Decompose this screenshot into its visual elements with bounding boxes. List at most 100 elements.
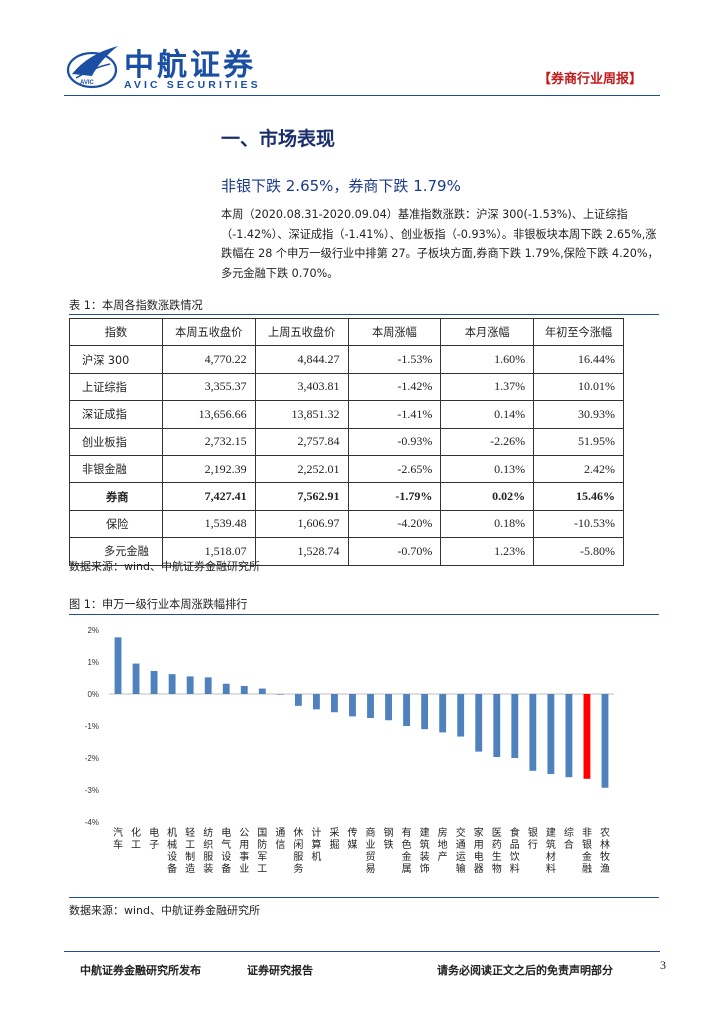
column-header: 本周五收盘价: [161, 317, 256, 347]
table-cell: 1,528.74: [254, 537, 349, 566]
page-number: 3: [660, 958, 666, 972]
category-label: 电子: [149, 826, 159, 851]
bar-11: [312, 694, 320, 710]
category-label: 家用电器: [474, 826, 484, 875]
footer-report-type: 证券研究报告: [247, 964, 313, 977]
table-cell: 13,656.66: [161, 400, 256, 429]
table-cell: -2.65%: [347, 454, 442, 484]
category-label: 化工: [131, 826, 141, 851]
table-cell: 15.46%: [533, 482, 624, 511]
table-cell: 2,192.39: [161, 454, 256, 484]
bar-5: [204, 677, 212, 694]
table-cell: 0.02%: [440, 482, 535, 511]
report-type-tag: 【券商行业周报】: [538, 72, 643, 87]
index-name-cell: 多元金融: [69, 537, 163, 566]
bar-0: [114, 637, 122, 694]
y-tick-label: 2%: [87, 626, 99, 635]
table-cell: 2,732.15: [161, 427, 256, 456]
table-cell: 4,844.27: [254, 345, 349, 374]
category-label: 国防军工: [257, 827, 267, 875]
index-name-cell: 非银金融: [69, 454, 163, 484]
category-label: 交通运输: [456, 826, 466, 875]
table-caption: 表 1：本周各指数涨跌情况: [69, 299, 203, 312]
column-header: 年初至今涨幅: [533, 317, 624, 347]
logo-chinese-name: 中航证券: [124, 48, 256, 83]
category-label: 房地产: [438, 826, 448, 863]
table-cell: 1,606.97: [254, 509, 349, 539]
logo-english-name: AVIC SECURITIES: [124, 79, 261, 91]
bar-23: [529, 694, 537, 771]
category-label: 商业贸易: [366, 826, 376, 875]
bar-2: [150, 670, 158, 694]
column-header: 本周涨幅: [347, 317, 442, 347]
table-row: 保险 1,539.48 1,606.97 -4.20% 0.18% -10.53…: [69, 509, 624, 539]
footer-disclaimer-note: 请务必阅读正文之后的免责声明部分: [437, 964, 613, 977]
bar-15: [385, 694, 392, 721]
section-title: 一、市场表现: [221, 128, 336, 150]
category-label: 轻工制造: [185, 826, 195, 875]
category-label: 银行: [528, 826, 538, 851]
bar-18: [439, 694, 447, 733]
category-label: 汽车: [113, 826, 123, 851]
category-label: 建筑材料: [546, 826, 556, 875]
table-row-highlight: 券商 7,427.41 7,562.91 -1.79% 0.02% 15.46%: [69, 482, 624, 511]
category-label: 电气设备: [221, 826, 231, 875]
table-row: 多元金融 1,518.07 1,528.74 -0.70% 1.23% -5.8…: [69, 537, 624, 566]
table-cell: -1.41%: [347, 400, 442, 429]
figure-bottom-rule: [69, 897, 659, 898]
index-name-cell: 上证综指: [69, 372, 163, 402]
bar-14: [367, 694, 374, 718]
bar-9: [276, 694, 284, 695]
table-cell: -0.93%: [347, 427, 442, 456]
svg-text:AVIC: AVIC: [80, 80, 95, 86]
table-cell: 4,770.22: [161, 345, 256, 374]
table-cell: 0.18%: [440, 509, 535, 539]
category-label: 通信: [275, 827, 285, 851]
bar-3: [168, 674, 176, 694]
index-name-cell: 券商: [69, 482, 163, 511]
table-cell: 1.60%: [440, 345, 535, 374]
category-label: 钢铁: [384, 826, 394, 851]
table-row: 深证成指 13,656.66 13,851.32 -1.41% 0.14% 30…: [69, 400, 624, 429]
y-tick-label: 1%: [87, 658, 99, 667]
table-cell: -1.42%: [347, 372, 442, 402]
table-top-rule: [69, 314, 659, 315]
table-cell: 2,757.84: [254, 427, 349, 456]
avic-logo-emblem: AVIC: [66, 46, 118, 89]
bar-25: [565, 694, 573, 778]
industry-weekly-change-bar-chart: 2% 1% 0% -1% -2% -3% -4% 汽车化工电子机械设备轻工制造纺织服装电气设…: [85, 626, 614, 875]
category-label: 公用事业: [239, 828, 249, 875]
table-cell: 51.95%: [533, 427, 624, 456]
header-divider: [64, 95, 660, 96]
bar-10: [294, 694, 302, 706]
table-cell: 7,562.91: [254, 482, 349, 511]
table-cell: 2,252.01: [254, 454, 349, 484]
table-row: 非银金融 2,192.39 2,252.01 -2.65% 0.13% 2.42…: [69, 454, 624, 484]
table-cell: -10.53%: [533, 509, 624, 539]
table-cell: 3,403.81: [254, 372, 349, 402]
table-cell: -0.70%: [347, 537, 442, 566]
column-header: 指数: [69, 317, 163, 347]
footer-publisher: 中航证券金融研究所发布: [80, 964, 201, 977]
bar-7: [240, 686, 248, 694]
table-cell: -2.26%: [440, 427, 535, 456]
bar-19: [457, 694, 465, 737]
table-cell: -1.53%: [347, 345, 442, 374]
table-cell: 10.01%: [533, 372, 624, 402]
bar-8: [258, 688, 266, 694]
category-label: 计算机: [311, 826, 321, 863]
table-cell: 1,518.07: [161, 537, 256, 566]
table-cell: 30.93%: [533, 400, 624, 429]
bar-13: [349, 694, 356, 717]
category-label: 非银金融: [582, 827, 592, 875]
category-label: 传媒: [347, 827, 357, 851]
table-cell: 1.23%: [440, 537, 535, 566]
bar-27: [601, 694, 609, 788]
y-tick-label: -4%: [85, 818, 99, 827]
y-tick-label: -1%: [85, 722, 99, 731]
y-tick-label: -2%: [85, 754, 99, 763]
bar-4: [186, 676, 194, 694]
category-label: 纺织服装: [203, 826, 213, 875]
table-cell: 0.13%: [440, 454, 535, 484]
index-name-cell: 保险: [69, 509, 163, 539]
